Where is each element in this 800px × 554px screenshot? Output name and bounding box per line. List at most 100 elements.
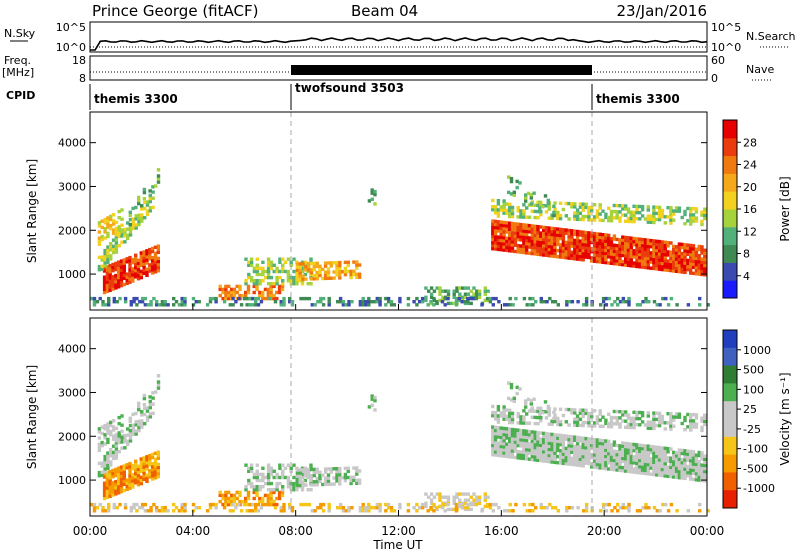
heatmap-cell <box>542 453 546 457</box>
heatmap-cell <box>132 502 136 507</box>
heatmap-cell <box>466 498 470 502</box>
heatmap-cell <box>546 404 550 409</box>
heatmap-cell <box>652 254 656 258</box>
heatmap-cell <box>666 253 670 257</box>
heatmap-cell <box>151 205 155 210</box>
heatmap-cell <box>697 475 701 479</box>
heatmap-cell <box>553 233 557 237</box>
heatmap-cell <box>544 435 549 439</box>
heatmap-cell <box>655 303 659 307</box>
heatmap-cell <box>266 272 271 277</box>
heatmap-cell <box>134 205 138 210</box>
heatmap-cell <box>553 451 557 455</box>
heatmap-cell <box>102 281 107 285</box>
heatmap-cell <box>561 461 566 466</box>
heatmap-cell <box>646 426 650 430</box>
heatmap-cell <box>258 272 262 277</box>
heatmap-cell <box>601 466 605 470</box>
heatmap-cell <box>663 246 667 251</box>
heatmap-cell <box>525 245 529 249</box>
heatmap-cell <box>312 274 316 278</box>
heatmap-cell <box>666 268 670 272</box>
heatmap-cell <box>550 422 554 426</box>
heatmap-cell <box>663 221 667 225</box>
heatmap-cell <box>649 254 653 258</box>
heatmap-cell <box>341 506 346 510</box>
heatmap-cell <box>509 385 514 390</box>
heatmap-cell <box>629 213 633 218</box>
heatmap-cell <box>700 263 704 267</box>
heatmap-cell <box>621 241 625 245</box>
heatmap-cell <box>522 241 526 245</box>
heatmap-cell <box>686 258 690 263</box>
heatmap-cell <box>550 438 554 443</box>
heatmap-cell <box>117 437 121 441</box>
heatmap-cell <box>148 266 152 270</box>
heatmap-cell <box>660 255 665 259</box>
heatmap-cell <box>122 270 126 274</box>
heatmap-cell <box>156 453 160 457</box>
heatmap-cell <box>575 420 580 424</box>
heatmap-cell <box>703 207 707 211</box>
heatmap-cell <box>375 506 379 510</box>
heatmap-cell <box>491 219 495 223</box>
heatmap-cell <box>590 218 594 222</box>
heatmap-cell <box>672 469 676 473</box>
heatmap-cell <box>657 267 662 271</box>
heatmap-cell <box>364 509 368 513</box>
heatmap-cell <box>615 456 619 460</box>
heatmap-cell <box>137 195 141 200</box>
heatmap-cell <box>558 252 563 256</box>
heatmap-cell <box>578 245 583 249</box>
heatmap-cell <box>649 448 653 452</box>
heatmap-cell <box>660 264 665 269</box>
heatmap-cell <box>674 209 679 213</box>
heatmap-cell <box>109 463 113 467</box>
heatmap-cell <box>581 458 585 462</box>
heatmap-cell <box>231 296 235 301</box>
heatmap-cell <box>367 199 372 203</box>
heatmap-cell <box>519 453 523 457</box>
heatmap-cell <box>581 464 585 468</box>
heatmap-cell <box>327 296 331 301</box>
heatmap-cell <box>632 445 636 450</box>
heatmap-cell <box>612 461 617 466</box>
heatmap-cell <box>358 509 363 513</box>
heatmap-cell <box>629 216 633 221</box>
heatmap-cell <box>525 412 529 416</box>
heatmap-cell <box>309 282 313 286</box>
heatmap-cell <box>229 290 234 295</box>
heatmap-cell <box>502 208 506 212</box>
heatmap-cell <box>643 244 648 248</box>
heatmap-cell <box>310 509 314 513</box>
heatmap-cell <box>142 250 146 254</box>
heatmap-cell <box>496 220 501 224</box>
heatmap-cell <box>686 425 690 429</box>
heatmap-cell <box>372 506 377 510</box>
heatmap-cell <box>694 262 699 267</box>
heatmap-cell <box>587 215 591 219</box>
heatmap-cell <box>106 216 110 220</box>
heatmap-cell <box>587 458 591 463</box>
heatmap-cell <box>415 509 419 513</box>
heatmap-cell <box>674 469 679 473</box>
heatmap-cell <box>249 469 254 473</box>
heatmap-cell <box>244 499 248 504</box>
heatmap-cell <box>120 435 124 440</box>
heatmap-cell <box>493 219 498 224</box>
heatmap-cell <box>598 444 602 449</box>
heatmap-cell <box>111 484 115 488</box>
heatmap-cell <box>111 487 115 491</box>
heatmap-cell <box>111 222 116 226</box>
heatmap-cell <box>592 409 597 413</box>
heatmap-cell <box>252 475 257 480</box>
heatmap-cell <box>595 238 600 242</box>
heatmap-cell <box>114 238 119 242</box>
heatmap-cell <box>140 296 145 301</box>
heatmap-cell <box>581 442 585 447</box>
heatmap-cell <box>683 415 687 420</box>
heatmap-cell <box>154 390 158 394</box>
heatmap-cell <box>674 466 679 470</box>
heatmap-cell <box>485 296 490 301</box>
